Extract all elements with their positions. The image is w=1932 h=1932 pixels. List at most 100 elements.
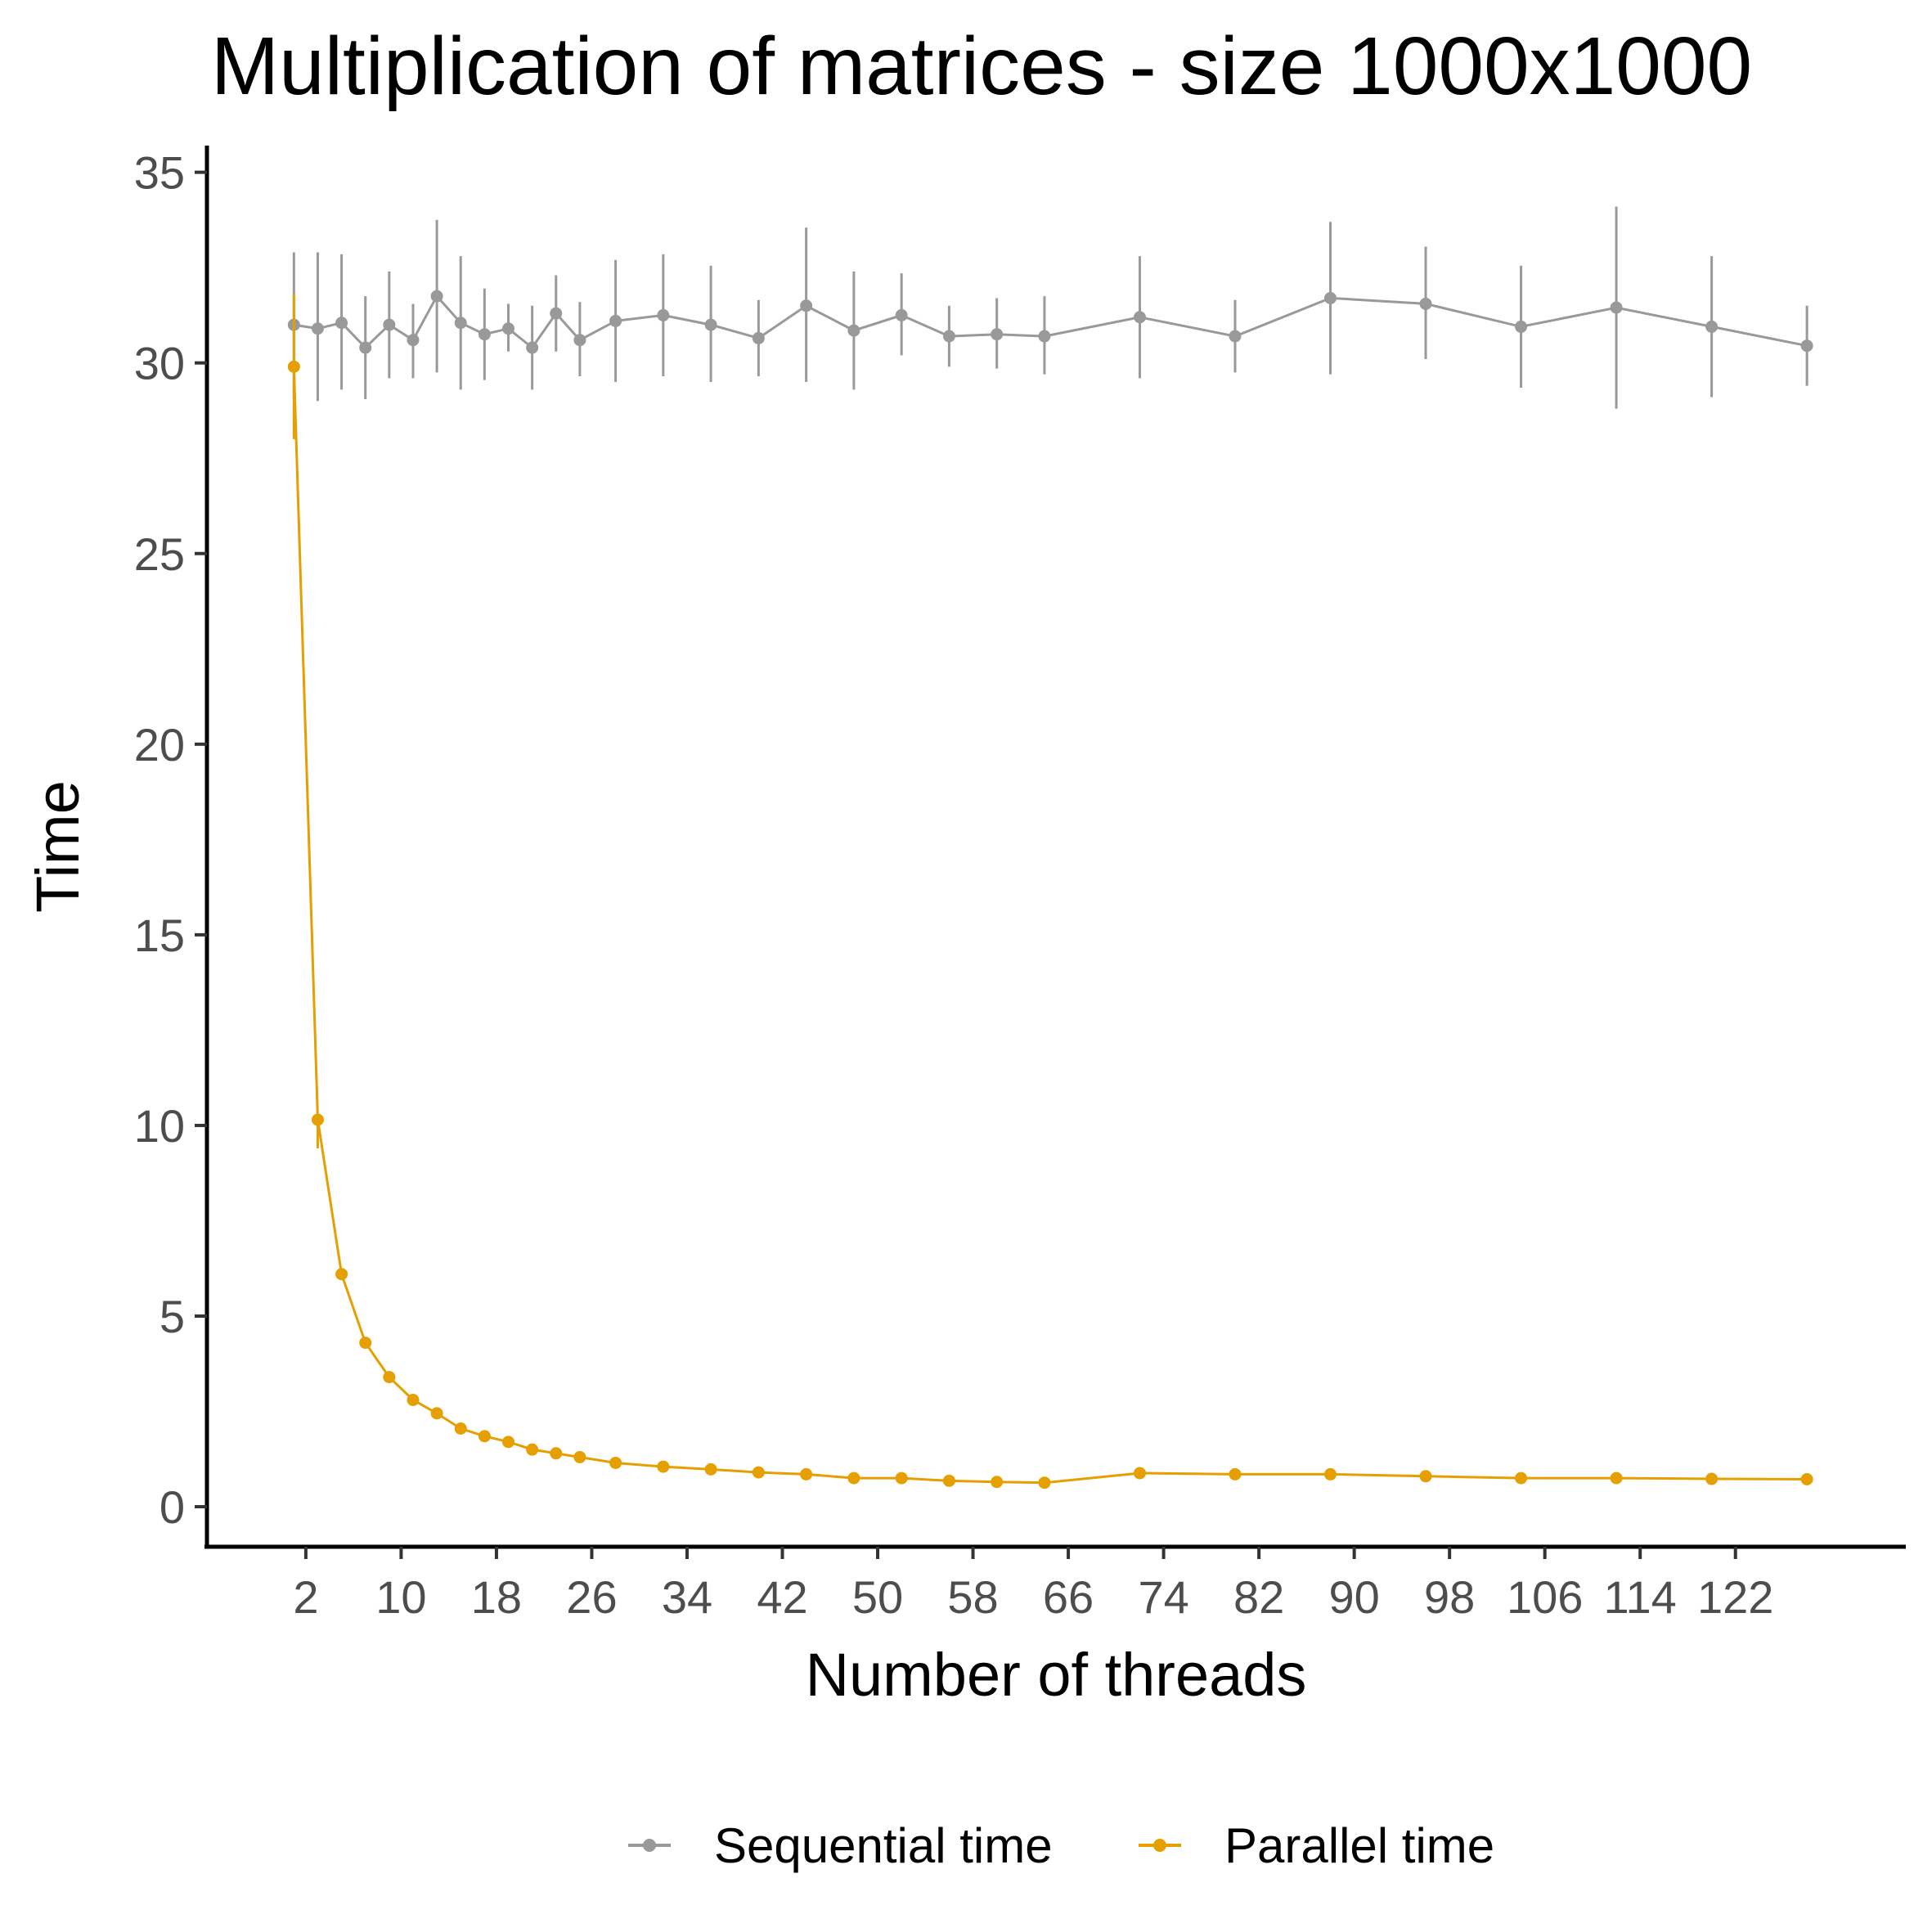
data-point [1610,1471,1623,1485]
x-tick-label: 2 [293,1571,318,1623]
y-tick-label: 20 [134,719,185,771]
legend-label-parallel: Parallel time [1224,1818,1494,1873]
x-tick-label: 26 [566,1571,617,1623]
x-tick-label: 98 [1424,1571,1475,1623]
data-point [502,1436,514,1449]
data-point [657,308,670,321]
y-tick-label: 0 [160,1481,185,1533]
data-point [407,334,420,347]
y-tick-label: 5 [160,1291,185,1342]
data-point [573,334,586,347]
data-point [847,1471,860,1485]
data-point [335,317,348,330]
y-axis-title: Time [24,780,92,913]
data-point [478,328,491,341]
plot-area [287,206,1813,1489]
data-point [383,1371,396,1384]
data-point [502,322,514,335]
data-point [942,1474,955,1487]
data-point [430,1407,443,1420]
series-1 [287,294,1813,1489]
data-point [526,341,539,354]
data-point [359,1337,372,1350]
data-point [704,318,717,331]
data-point [609,1456,622,1469]
data-point [478,1430,491,1443]
data-point [383,318,396,331]
y-tick-label: 35 [134,147,185,199]
data-point [1038,330,1051,343]
data-point [1229,1467,1242,1480]
legend-item-sequential: Sequential time [628,1818,1053,1873]
data-point [800,299,813,312]
legend-label-sequential: Sequential time [714,1818,1053,1873]
x-tick-label: 74 [1138,1571,1188,1623]
data-point [573,1450,586,1463]
series-line [292,366,1808,1485]
x-tick-label: 34 [662,1571,712,1623]
data-point [311,322,324,335]
data-point [991,328,1004,341]
x-tick-label: 82 [1233,1571,1284,1623]
x-tick-label: 18 [471,1571,522,1623]
data-point [407,1394,420,1407]
x-tick-label: 114 [1604,1571,1677,1623]
x-tick-label: 122 [1697,1571,1773,1623]
data-point [1419,297,1432,310]
data-point [1800,339,1813,353]
y-tick-label: 10 [134,1100,185,1152]
data-point [526,1443,539,1456]
data-point [335,1268,348,1281]
data-point [287,360,300,373]
x-tick-label: 58 [947,1571,998,1623]
x-tick-label: 10 [375,1571,426,1623]
y-tick-label: 15 [134,910,185,961]
x-tick-label: 42 [757,1571,807,1623]
data-point [550,307,563,320]
data-point [454,317,467,330]
data-point [1229,330,1242,343]
data-point [430,290,443,303]
data-point [454,1422,467,1436]
data-point [1419,1470,1432,1483]
data-point [550,1447,563,1460]
series-0 [287,206,1813,409]
data-point [1324,291,1337,304]
legend: Sequential time Parallel time [628,1818,1494,1873]
chart-title: Multiplication of matrices - size 1000x1… [211,20,1752,112]
data-point [1610,301,1623,314]
x-axis: 2 10 18 26 34 42 50 58 66 74 82 90 98 106 114 122 [293,1547,1773,1623]
x-tick-label: 50 [852,1571,903,1623]
x-tick-label: 66 [1043,1571,1094,1623]
data-point [1133,311,1146,324]
data-point [1038,1476,1051,1489]
x-tick-label: 90 [1328,1571,1379,1623]
data-point [657,1460,670,1473]
data-point [847,324,860,337]
data-point [1324,1467,1337,1480]
y-axis: 0 5 10 15 20 25 30 35 [134,147,207,1533]
data-point [311,1113,324,1126]
data-point [895,308,908,321]
data-point [895,1471,908,1485]
data-point [1705,1472,1719,1485]
data-point [359,341,372,354]
data-point [752,1466,765,1479]
legend-key-marker [643,1839,656,1852]
data-point [704,1462,717,1476]
data-point [1133,1467,1146,1480]
x-axis-title: Number of threads [806,1641,1307,1709]
data-point [609,314,622,327]
series-line [294,294,1808,350]
x-tick-label: 106 [1507,1571,1583,1623]
data-point [800,1467,813,1480]
data-point [1800,1472,1813,1485]
legend-key-marker [1153,1839,1166,1852]
y-tick-label: 30 [134,338,185,389]
data-point [752,331,765,344]
data-point [991,1476,1004,1489]
data-point [1515,320,1528,333]
y-tick-label: 25 [134,528,185,580]
data-point [942,330,955,343]
